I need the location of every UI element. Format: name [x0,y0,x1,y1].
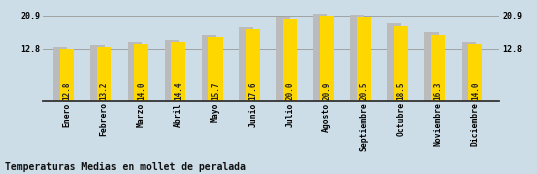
Bar [462,42,476,101]
Text: 17.6: 17.6 [248,81,257,100]
Bar [134,44,148,101]
Bar [350,15,364,101]
Text: 14.4: 14.4 [174,81,183,100]
Bar [97,47,111,101]
Text: 20.9: 20.9 [322,81,331,100]
Bar [202,35,216,101]
Bar [128,42,142,101]
Text: 12.8: 12.8 [63,81,71,100]
Bar [53,47,68,101]
Bar [60,49,74,101]
Bar [424,32,439,101]
Bar [208,37,222,101]
Bar [320,16,334,101]
Bar [165,40,179,101]
Bar [468,44,482,101]
Bar [171,42,185,101]
Bar [245,29,260,101]
Text: 16.3: 16.3 [434,81,442,100]
Text: 20.0: 20.0 [285,81,294,100]
Bar [282,19,297,101]
Bar [394,26,408,101]
Bar [387,23,402,101]
Bar [239,27,253,101]
Bar [431,35,445,101]
Bar [276,17,290,101]
Text: 14.0: 14.0 [137,81,146,100]
Text: 15.7: 15.7 [211,81,220,100]
Bar [357,17,371,101]
Text: 18.5: 18.5 [396,81,405,100]
Bar [90,45,105,101]
Text: 20.5: 20.5 [359,81,368,100]
Text: 13.2: 13.2 [100,81,108,100]
Text: Temperaturas Medias en mollet de peralada: Temperaturas Medias en mollet de peralad… [5,162,246,172]
Bar [313,14,327,101]
Text: 14.0: 14.0 [471,81,480,100]
